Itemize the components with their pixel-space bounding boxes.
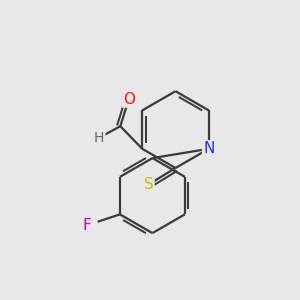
Text: O: O xyxy=(123,92,135,106)
Text: N: N xyxy=(203,141,214,156)
Text: F: F xyxy=(82,218,91,233)
Text: S: S xyxy=(144,177,154,192)
Text: H: H xyxy=(94,131,104,145)
